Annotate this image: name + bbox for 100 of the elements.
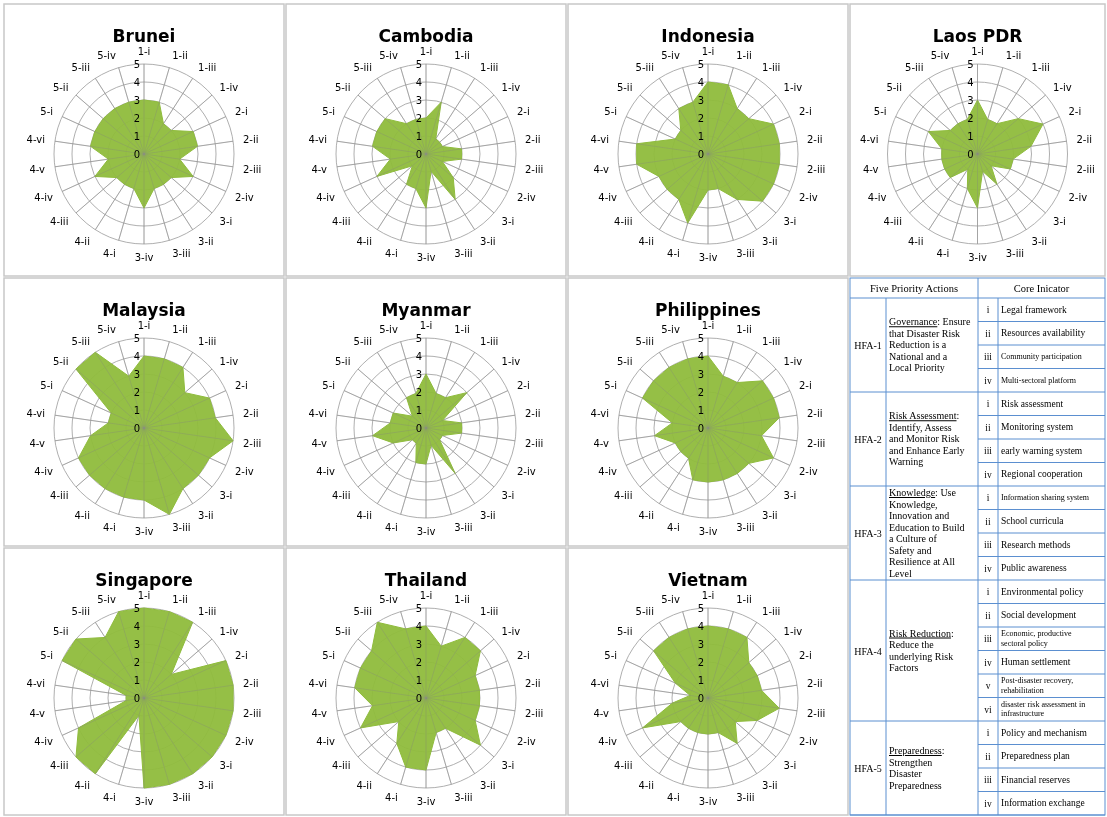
spoke-label: 5-iii	[71, 336, 90, 348]
y-tick-label: 2	[133, 113, 140, 124]
spoke-label: 1-iv	[219, 625, 239, 637]
y-tick-label: 3	[133, 639, 140, 650]
text: iv	[984, 469, 992, 480]
y-tick-label: 3	[415, 369, 422, 380]
spoke-label: 3-iii	[736, 791, 755, 803]
spoke-label: 4-ii	[638, 509, 654, 521]
spoke-label: 3-iii	[172, 247, 191, 259]
spoke-label: 1-iv	[783, 625, 803, 637]
y-tick-label: 0	[133, 423, 140, 434]
spoke-label: 4-vi	[26, 408, 46, 420]
spoke-label: 4-ii	[638, 779, 654, 791]
spoke-label: 4-iv	[867, 191, 887, 203]
spoke-label: 2-i	[234, 380, 248, 392]
spoke-label: 4-v	[311, 707, 328, 719]
chart-title: Philippines	[655, 300, 761, 320]
spoke-label: 4-i	[385, 791, 398, 803]
y-tick-label: 3	[415, 639, 422, 650]
spoke-label: 1-i	[137, 590, 151, 601]
spoke-label: 3-i	[219, 760, 233, 772]
spoke-label: 2-iv	[798, 465, 818, 477]
chart-title: Vietnam	[668, 570, 748, 590]
y-tick-label: 1	[697, 131, 704, 142]
y-tick-label: 5	[697, 333, 704, 344]
spoke-label: 1-i	[971, 46, 984, 57]
category-label: HFA-2	[854, 434, 882, 445]
text: iii	[984, 634, 992, 645]
spoke-label: 4-iii	[614, 216, 633, 228]
text: Legal framework	[1001, 304, 1067, 315]
y-tick-label: 0	[415, 149, 422, 160]
spoke-label: 5-iv	[661, 50, 680, 62]
spoke-label: 4-ii	[356, 779, 372, 791]
text: Social development	[1001, 610, 1077, 621]
spoke-label: 5-iv	[379, 594, 398, 606]
spoke-label: 4-vi	[26, 134, 46, 146]
spoke-label: 2-iv	[798, 191, 818, 203]
spoke-label: 1-ii	[454, 324, 470, 336]
spoke-label: 5-iii	[635, 336, 654, 348]
y-tick-label: 0	[133, 149, 140, 160]
spoke-label: 2-iii	[242, 707, 262, 719]
spoke-label: 2-iii	[242, 437, 262, 449]
spoke-label: 3-ii	[1031, 235, 1048, 247]
y-tick-label: 2	[697, 113, 704, 124]
spoke-label: 3-iv	[134, 252, 154, 263]
spoke-label: 4-iv	[34, 465, 54, 477]
text: i	[986, 493, 990, 504]
spoke-label: 5-ii	[616, 81, 633, 93]
spoke-label: 3-iv	[968, 252, 987, 263]
spoke-label: 3-iv	[134, 796, 154, 807]
spoke-label: 4-i	[667, 247, 680, 259]
spoke-label: 3-i	[783, 760, 797, 772]
spoke-label: 5-i	[322, 106, 336, 118]
chart-title: Indonesia	[661, 26, 755, 46]
spoke-label: 3-iii	[172, 521, 191, 533]
y-tick-label: 2	[415, 113, 422, 124]
spoke-label: 4-vi	[308, 134, 328, 146]
spoke-label: 1-i	[701, 320, 715, 331]
y-tick-label: 1	[415, 675, 422, 686]
spoke-label: 2-iv	[234, 735, 254, 747]
text: Five Priority Actions	[869, 283, 959, 294]
text: ii	[985, 751, 991, 762]
y-tick-label: 0	[967, 149, 974, 160]
text: i	[986, 587, 990, 598]
text: iii	[984, 352, 992, 363]
spoke-label: 1-iv	[219, 81, 239, 93]
y-tick-label: 2	[697, 657, 704, 668]
spoke-label: 2-ii	[524, 408, 541, 420]
text: vi	[984, 704, 992, 715]
spoke-label: 4-ii	[356, 235, 372, 247]
text: iv	[984, 798, 992, 809]
spoke-label: 4-iii	[614, 490, 633, 502]
spoke-label: 3-ii	[480, 235, 496, 247]
spoke-label: 5-ii	[334, 625, 351, 637]
spoke-label: 4-i	[103, 521, 116, 533]
spoke-label: 3-iii	[172, 791, 191, 803]
spoke-label: 3-iv	[416, 252, 436, 263]
spoke-label: 2-ii	[1076, 134, 1093, 146]
spoke-label: 1-iii	[198, 336, 217, 348]
y-tick-label: 5	[415, 603, 422, 614]
y-tick-label: 3	[967, 95, 974, 106]
chart-title: Cambodia	[378, 26, 474, 46]
category-label: Governance: Ensure that Disaster Risk Reduction is a National and a Local Priority	[889, 316, 971, 374]
y-tick-label: 3	[697, 639, 704, 650]
spoke-label: 4-vi	[590, 678, 610, 690]
spoke-label: 4-iii	[614, 760, 633, 772]
y-tick-label: 5	[133, 59, 140, 70]
text: v	[985, 681, 991, 692]
spoke-label: 1-iv	[783, 81, 803, 93]
spoke-label: 4-iv	[34, 735, 54, 747]
spoke-label: 4-iv	[598, 735, 618, 747]
text: Resources availability	[1001, 328, 1086, 339]
spoke-label: 5-iv	[97, 594, 116, 606]
spoke-label: 2-iv	[516, 465, 536, 477]
spoke-label: 2-i	[516, 106, 530, 118]
spoke-label: 3-i	[501, 216, 515, 228]
spoke-label: 1-ii	[1005, 50, 1022, 62]
text: Preparedness plan	[1001, 751, 1070, 762]
text: Information sharing system	[1001, 493, 1089, 502]
y-tick-label: 2	[697, 387, 704, 398]
